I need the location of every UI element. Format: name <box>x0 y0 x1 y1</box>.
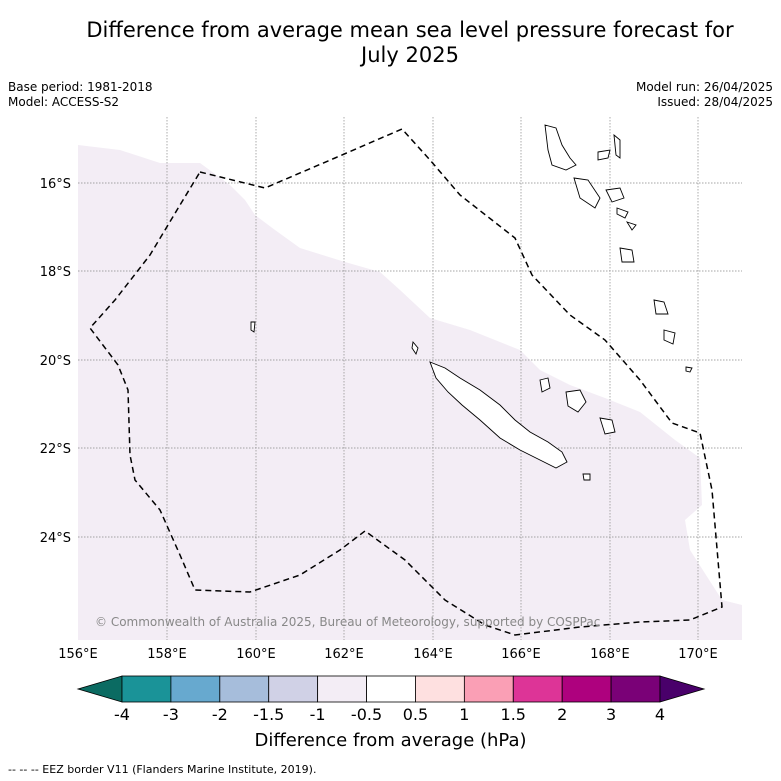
loyalty-island-2 <box>565 389 587 413</box>
colorbar-segment <box>561 675 612 703</box>
lon-label-170: 170°E <box>678 647 718 662</box>
lon-label-168: 168°E <box>590 647 630 662</box>
vanuatu-pentecost <box>613 133 621 159</box>
colorbar-tick-label: 4 <box>654 705 666 724</box>
lat-label-16: 16°S <box>40 177 71 192</box>
vanuatu-aneityum <box>663 329 676 345</box>
vanuatu-erromango <box>619 247 635 263</box>
title-line-1: Difference from average mean sea level p… <box>86 18 734 42</box>
lat-label-24: 24°S <box>40 531 71 546</box>
model-name: Model: ACCESS-S2 <box>8 95 120 109</box>
isle-of-pines <box>582 473 591 481</box>
meta-left: Base period: 1981-2018 Model: ACCESS-S2 <box>8 80 153 110</box>
colorbar-segment <box>121 675 172 703</box>
lat-label-20: 20°S <box>40 354 71 369</box>
lon-label-166: 166°E <box>501 647 541 662</box>
loyalty-island-3 <box>599 417 616 435</box>
meta-right: Model run: 26/04/2025 Issued: 28/04/2025 <box>636 80 773 110</box>
colorbar-title: Difference from average (hPa) <box>254 730 527 751</box>
colorbar-tick-label: 1 <box>459 705 470 724</box>
lat-labels: 16°S 18°S 20°S 22°S 24°S <box>40 177 71 546</box>
lon-label-162: 162°E <box>324 647 364 662</box>
southern-islet <box>685 366 693 373</box>
colorbar-extend-low <box>76 675 123 703</box>
belep-island <box>411 340 419 356</box>
colorbar-segment <box>219 675 270 703</box>
vanuatu-malekula <box>573 177 601 209</box>
lat-label-18: 18°S <box>40 265 71 280</box>
loyalty-island-1 <box>539 377 551 393</box>
colorbar-tick-label: -2 <box>211 705 228 724</box>
colorbar-tick-label: 1.5 <box>500 705 526 724</box>
eez-legend-note: -- -- -- EEZ border V11 (Flanders Marine… <box>8 763 317 776</box>
colorbar-tick-label: 0.5 <box>402 705 429 724</box>
coastlines <box>250 124 693 481</box>
colorbar-tick-label: -1 <box>309 705 326 724</box>
colorbar-segment <box>463 675 514 703</box>
vanuatu-tanna <box>653 299 669 315</box>
colorbar <box>76 675 706 703</box>
colorbar-segment <box>317 675 367 703</box>
lon-label-164: 164°E <box>413 647 453 662</box>
lon-label-156: 156°E <box>58 647 98 662</box>
copyright-notice: © Commonwealth of Australia 2025, Bureau… <box>95 615 600 629</box>
colorbar-extend-high <box>659 675 706 703</box>
lat-label-22: 22°S <box>40 442 71 457</box>
colorbar-tick-label: 2 <box>557 705 568 724</box>
vanuatu-ambae <box>597 149 611 161</box>
title-line-2: July 2025 <box>361 43 459 67</box>
colorbar-tick-label: -0.5 <box>350 705 383 724</box>
vanuatu-espiritu-santo <box>544 124 577 171</box>
colorbar-segment <box>610 675 661 703</box>
lon-label-160: 160°E <box>236 647 276 662</box>
colorbar-tick-label: -3 <box>162 705 179 724</box>
colorbar-segment <box>170 675 221 703</box>
colorbar-segment <box>366 675 416 703</box>
anomaly-shading <box>78 145 742 640</box>
chesterfield-reef <box>250 321 256 333</box>
gridlines <box>78 117 742 640</box>
vanuatu-efate <box>605 187 625 203</box>
colorbar-tick-label: 3 <box>605 705 617 724</box>
lon-label-158: 158°E <box>147 647 187 662</box>
issued-date: Issued: 28/04/2025 <box>657 95 773 109</box>
map-title: Difference from average mean sea level p… <box>40 18 780 68</box>
base-period: Base period: 1981-2018 <box>8 80 153 94</box>
colorbar-tick-label: -1.5 <box>253 705 285 724</box>
vanuatu-small-2 <box>625 221 637 231</box>
colorbar-segment <box>415 675 465 703</box>
lon-labels: 156°E 158°E 160°E 162°E 164°E 166°E 168°… <box>58 647 718 662</box>
colorbar-segment <box>512 675 563 703</box>
model-run: Model run: 26/04/2025 <box>635 80 773 94</box>
eez-border <box>89 128 723 636</box>
colorbar-segment <box>268 675 319 703</box>
new-caledonia-island <box>429 361 568 469</box>
vanuatu-small-1 <box>616 207 629 219</box>
colorbar-tick-label: -4 <box>114 705 130 724</box>
